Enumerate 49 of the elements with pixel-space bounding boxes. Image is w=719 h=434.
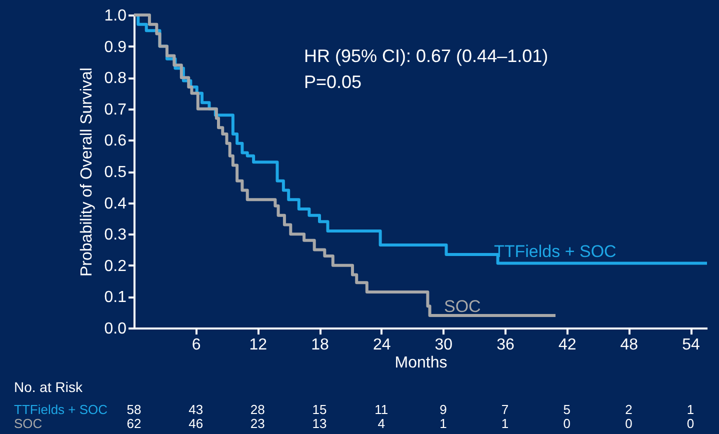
y-tick-label: 0.1 [104, 289, 127, 306]
text: 23 [250, 416, 265, 431]
x-tick-label: 48 [620, 336, 638, 354]
x-tick-label: 18 [311, 336, 330, 354]
y-tick-label: 0.0 [104, 320, 127, 338]
text: 1 [440, 416, 447, 431]
text: No. at Risk [14, 379, 84, 395]
x-tick-label: 12 [249, 336, 268, 354]
text: TTFields + SOC [14, 402, 108, 417]
text: 62 [126, 416, 142, 431]
text: 28 [250, 402, 265, 417]
y-tick-label: 0.9 [104, 38, 127, 56]
y-tick-label: 1.0 [104, 8, 127, 24]
text: 1 [686, 402, 694, 417]
text: 46 [188, 416, 204, 431]
annotation: P=0.05 [304, 72, 362, 92]
y-tick-label: 0.3 [104, 226, 127, 244]
x-tick-label: 24 [372, 336, 391, 354]
text: 2 [625, 402, 632, 417]
text: 11 [374, 402, 388, 417]
text: 15 [312, 402, 327, 417]
text: 5 [563, 402, 570, 417]
y-tick-label: 0.5 [104, 164, 127, 181]
text: 7 [501, 402, 509, 417]
y-tick-label: 0.8 [104, 70, 127, 88]
text: 9 [440, 402, 447, 417]
series-label: SOC [444, 297, 481, 316]
text: 43 [188, 402, 204, 417]
x-tick-label: 6 [192, 336, 201, 354]
text: 0 [563, 416, 570, 431]
x-tick-label: 30 [434, 336, 453, 354]
text: 4 [378, 416, 385, 431]
series-label: TTFields + SOC [494, 242, 616, 261]
text: 58 [126, 402, 142, 417]
text: 0 [625, 416, 632, 431]
text: 13 [312, 416, 327, 431]
text: 1 [501, 416, 509, 431]
text: 0 [686, 416, 694, 431]
x-axis-title: Months [394, 354, 448, 372]
y-tick-label: 0.4 [104, 195, 127, 212]
y-axis-title: Probability of Overall Survival [78, 68, 96, 276]
annotation: HR (95% CI): 0.67 (0.44–1.01) [304, 46, 548, 66]
x-tick-label: 36 [496, 336, 515, 354]
y-tick-label: 0.7 [104, 101, 127, 118]
y-tick-label: 0.6 [104, 132, 127, 150]
y-tick-label: 0.2 [104, 258, 127, 275]
x-tick-label: 42 [558, 336, 576, 354]
x-tick-label: 54 [682, 336, 700, 354]
text: SOC [14, 416, 42, 431]
